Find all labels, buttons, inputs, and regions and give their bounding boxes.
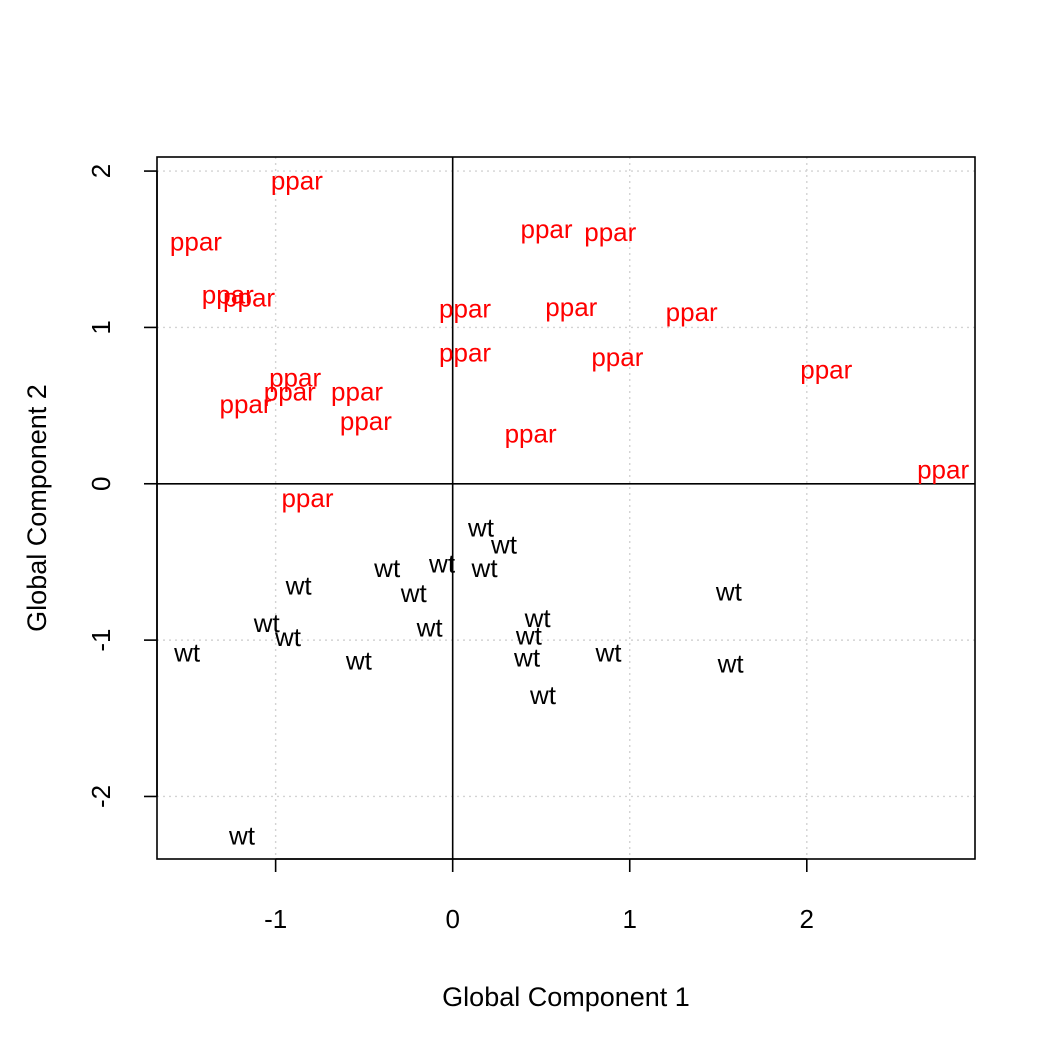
wt-point-13: wt bbox=[173, 638, 201, 668]
ppar-point-14: ppar bbox=[220, 389, 272, 419]
x-tick-label-2: 1 bbox=[623, 904, 637, 934]
y-tick-label-1: -1 bbox=[86, 629, 116, 652]
ppar-point-11: ppar bbox=[269, 362, 321, 392]
wt-point-15: wt bbox=[513, 642, 541, 672]
wt-point-1: wt bbox=[490, 530, 518, 560]
wt-point-17: wt bbox=[717, 649, 745, 679]
ppar-point-4: ppar bbox=[521, 214, 573, 244]
zero-lines bbox=[157, 157, 975, 859]
ppar-point-8: ppar bbox=[666, 297, 718, 327]
ppar-point-12: ppar bbox=[264, 377, 316, 407]
x-tick-label-3: 2 bbox=[800, 904, 814, 934]
grid-lines bbox=[157, 157, 975, 859]
ppar-point-19: ppar bbox=[281, 483, 333, 513]
ppar-point-17: ppar bbox=[800, 355, 852, 385]
wt-point-9: wt bbox=[253, 608, 281, 638]
wt-point-6: wt bbox=[400, 578, 428, 608]
x-axis-title: Global Component 1 bbox=[442, 982, 690, 1012]
wt-point-19: wt bbox=[228, 821, 256, 851]
x-tick-label-1: 0 bbox=[445, 904, 459, 934]
x-tick-label-0: -1 bbox=[264, 904, 287, 934]
ppar-point-18: ppar bbox=[917, 455, 969, 485]
y-tick-label-3: 1 bbox=[86, 320, 116, 334]
wt-point-12: wt bbox=[515, 620, 543, 650]
ppar-point-0: ppar bbox=[271, 165, 323, 195]
wt-point-8: wt bbox=[524, 603, 552, 633]
wt-point-14: wt bbox=[594, 638, 622, 668]
wt-point-2: wt bbox=[428, 549, 456, 579]
ppar-point-1: ppar bbox=[170, 226, 222, 256]
y-axis-title: Global Component 2 bbox=[22, 384, 52, 632]
y-axis: -2 -1 0 1 2 bbox=[86, 164, 158, 808]
wt-point-7: wt bbox=[715, 577, 743, 607]
y-tick-label-0: -2 bbox=[86, 785, 116, 808]
ppar-point-7: ppar bbox=[545, 292, 597, 322]
x-axis: -1 0 1 2 bbox=[264, 858, 814, 934]
wt-point-3: wt bbox=[471, 553, 499, 583]
wt-point-16: wt bbox=[345, 645, 373, 675]
ppar-point-5: ppar bbox=[584, 217, 636, 247]
y-tick-label-2: 0 bbox=[86, 477, 116, 491]
wt-point-4: wt bbox=[373, 553, 401, 583]
ppar-point-13: ppar bbox=[331, 377, 383, 407]
wt-point-11: wt bbox=[274, 622, 302, 652]
ppar-point-9: ppar bbox=[439, 337, 491, 367]
ppar-point-3: ppar bbox=[223, 283, 275, 313]
ppar-point-6: ppar bbox=[439, 294, 491, 324]
ppar-point-2: ppar bbox=[202, 280, 254, 310]
wt-point-10: wt bbox=[416, 613, 444, 643]
ppar-point-10: ppar bbox=[591, 342, 643, 372]
wt-point-5: wt bbox=[285, 570, 313, 600]
ppar-point-15: ppar bbox=[340, 406, 392, 436]
ppar-point-16: ppar bbox=[505, 419, 557, 449]
wt-point-0: wt bbox=[467, 513, 495, 543]
plot-frame bbox=[156, 156, 976, 860]
wt-point-18: wt bbox=[529, 680, 557, 710]
y-tick-label-4: 2 bbox=[86, 164, 116, 178]
